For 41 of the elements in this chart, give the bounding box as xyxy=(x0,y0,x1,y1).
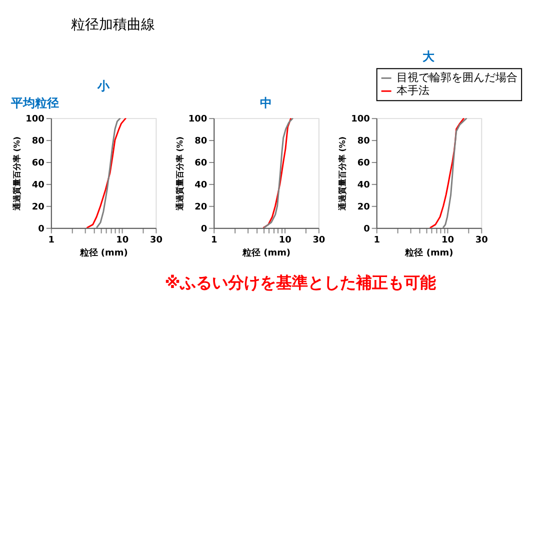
y-tick-label: 80 xyxy=(357,136,370,147)
x-tick-label: 1 xyxy=(374,235,380,246)
y-tick-label: 60 xyxy=(357,158,370,168)
text: 粒径加積曲線 xyxy=(70,17,155,34)
text: ※ふるい分けを基準とした補正も可能 xyxy=(164,272,436,292)
y-tick-label: 100 xyxy=(26,114,44,125)
x-axis-title: 粒径 (mm) xyxy=(242,247,291,258)
y-tick-label: 20 xyxy=(357,202,370,212)
y-tick-label: 60 xyxy=(32,158,44,168)
y-tick-label: 40 xyxy=(194,180,208,190)
chart-title: 小 xyxy=(96,79,110,94)
y-tick-label: 40 xyxy=(357,180,370,190)
x-tick-label: 30 xyxy=(312,235,326,246)
y-axis-title: 通過質量百分率 (%) xyxy=(174,136,184,212)
y-tick-label: 0 xyxy=(200,224,208,234)
x-tick-label: 10 xyxy=(442,235,454,246)
x-tick-label: 10 xyxy=(116,235,129,246)
y-axis-title: 通過質量百分率 (%) xyxy=(12,136,22,212)
y-tick-label: 40 xyxy=(32,180,44,190)
y-tick-label: 0 xyxy=(364,224,370,234)
x-tick-label: 10 xyxy=(278,235,292,246)
x-axis-title: 粒径 (mm) xyxy=(78,247,128,258)
y-tick-label: 20 xyxy=(194,202,208,212)
text: 平均粒径 xyxy=(10,96,59,110)
y-tick-label: 80 xyxy=(194,136,208,147)
legend-label: 目視で輪郭を囲んだ場合 xyxy=(396,71,518,84)
y-tick-label: 100 xyxy=(351,114,370,125)
x-tick-label: 1 xyxy=(210,235,218,246)
chart-title: 大 xyxy=(422,50,436,64)
chart-title: 中 xyxy=(260,96,272,110)
y-tick-label: 80 xyxy=(32,136,44,147)
y-axis-title: 通過質量百分率 (%) xyxy=(337,136,348,212)
y-tick-label: 60 xyxy=(194,158,208,168)
y-tick-label: 100 xyxy=(188,114,208,125)
x-tick-label: 30 xyxy=(150,235,162,246)
x-tick-label: 30 xyxy=(475,235,488,246)
x-tick-label: 1 xyxy=(48,235,55,246)
legend-label: 本手法 xyxy=(396,84,430,98)
x-axis-title: 粒径 (mm) xyxy=(404,247,454,258)
y-tick-label: 20 xyxy=(32,202,44,212)
y-tick-label: 0 xyxy=(38,224,44,234)
